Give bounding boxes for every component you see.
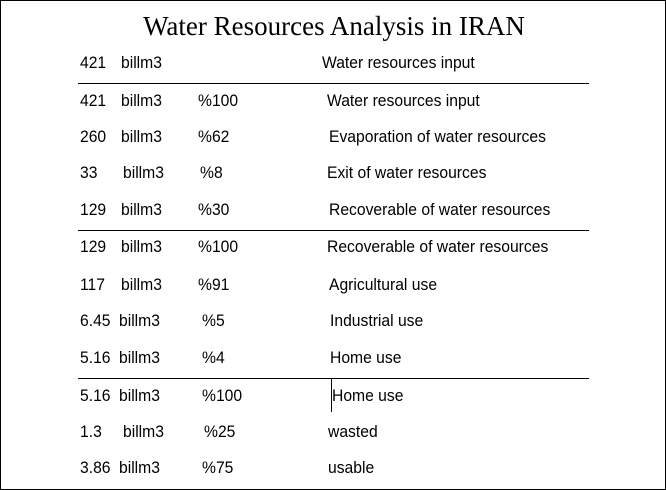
row-label: Home use xyxy=(332,387,404,405)
row-value: 260 xyxy=(80,128,107,146)
row-unit: billm3 xyxy=(123,423,164,441)
row-label: Home use xyxy=(330,349,402,367)
row-label: usable xyxy=(328,459,375,477)
row-unit: billm3 xyxy=(121,92,162,110)
row-label: Recoverable of water resources xyxy=(327,238,549,256)
row-percent: %75 xyxy=(202,459,234,477)
divider xyxy=(78,83,589,84)
row-unit: billm3 xyxy=(121,238,162,256)
row-value: 129 xyxy=(80,238,107,256)
divider xyxy=(78,378,589,379)
row-unit: billm3 xyxy=(123,164,164,182)
row-unit: billm3 xyxy=(121,128,162,146)
row-percent: %8 xyxy=(200,164,223,182)
row-percent: %62 xyxy=(198,128,230,146)
row-percent: %91 xyxy=(198,276,230,294)
page-title: Water Resources Analysis in IRAN xyxy=(143,11,525,41)
row-unit: billm3 xyxy=(121,54,162,72)
row-label: Water resources input xyxy=(322,54,475,72)
row-percent: %30 xyxy=(198,201,230,219)
row-label: Recoverable of water resources xyxy=(329,201,551,219)
row-label: Industrial use xyxy=(330,312,424,330)
row-label: wasted xyxy=(328,423,378,441)
row-percent: %4 xyxy=(202,349,225,367)
row-value: 6.45 xyxy=(80,312,111,330)
row-unit: billm3 xyxy=(119,349,160,367)
row-unit: billm3 xyxy=(121,201,162,219)
divider xyxy=(78,230,589,231)
text-cursor xyxy=(331,379,332,412)
row-label: Water resources input xyxy=(327,92,480,110)
row-unit: billm3 xyxy=(119,459,160,477)
row-percent: %5 xyxy=(202,312,225,330)
row-unit: billm3 xyxy=(119,387,160,405)
row-value: 33 xyxy=(80,164,98,182)
row-value: 1.3 xyxy=(80,423,102,441)
row-value: 5.16 xyxy=(80,349,111,367)
row-value: 421 xyxy=(80,54,107,72)
row-value: 5.16 xyxy=(80,387,111,405)
row-percent: %100 xyxy=(202,387,243,405)
row-value: 3.86 xyxy=(80,459,111,477)
row-unit: billm3 xyxy=(119,312,160,330)
row-value: 129 xyxy=(80,201,107,219)
row-value: 421 xyxy=(80,92,107,110)
row-label: Exit of water resources xyxy=(327,164,487,182)
row-label: Agricultural use xyxy=(329,276,438,294)
row-value: 117 xyxy=(80,276,105,294)
row-unit: billm3 xyxy=(121,276,162,294)
row-percent: %25 xyxy=(204,423,236,441)
row-percent: %100 xyxy=(198,238,239,256)
row-percent: %100 xyxy=(198,92,239,110)
row-label: Evaporation of water resources xyxy=(329,128,546,146)
